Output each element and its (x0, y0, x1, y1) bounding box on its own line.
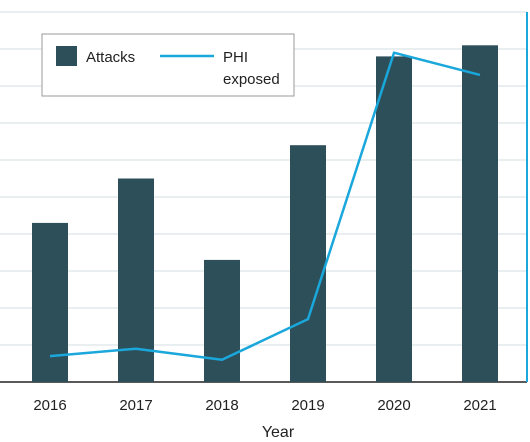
legend-label-phi-exposed: PHI exposed (223, 49, 280, 88)
legend-label-attacks: Attacks (86, 49, 135, 66)
bar-2021 (462, 45, 498, 383)
legend: Attacks PHI exposed (41, 33, 295, 97)
x-tick-label-2017: 2017 (119, 397, 152, 414)
bar-2019 (290, 145, 326, 382)
legend-label-phi-line1: PHI (223, 49, 248, 66)
legend-label-phi-line2: exposed (223, 71, 280, 88)
x-tick-label-2021: 2021 (463, 397, 496, 414)
legend-swatch-attacks (56, 46, 77, 66)
legend-box (41, 33, 295, 97)
x-tick-label-2018: 2018 (205, 397, 238, 414)
line-series-phi-exposed (49, 51, 481, 362)
bar-2016 (32, 222, 68, 382)
x-axis-title: Year (262, 424, 295, 441)
x-tick-labels: 2016 2017 2018 2019 2020 2021 (33, 397, 496, 414)
bar-2020 (376, 56, 412, 383)
x-tick-label-2019: 2019 (291, 397, 324, 414)
bar-2018 (204, 259, 240, 382)
x-tick-label-2020: 2020 (377, 397, 410, 414)
x-tick-label-2016: 2016 (33, 397, 66, 414)
